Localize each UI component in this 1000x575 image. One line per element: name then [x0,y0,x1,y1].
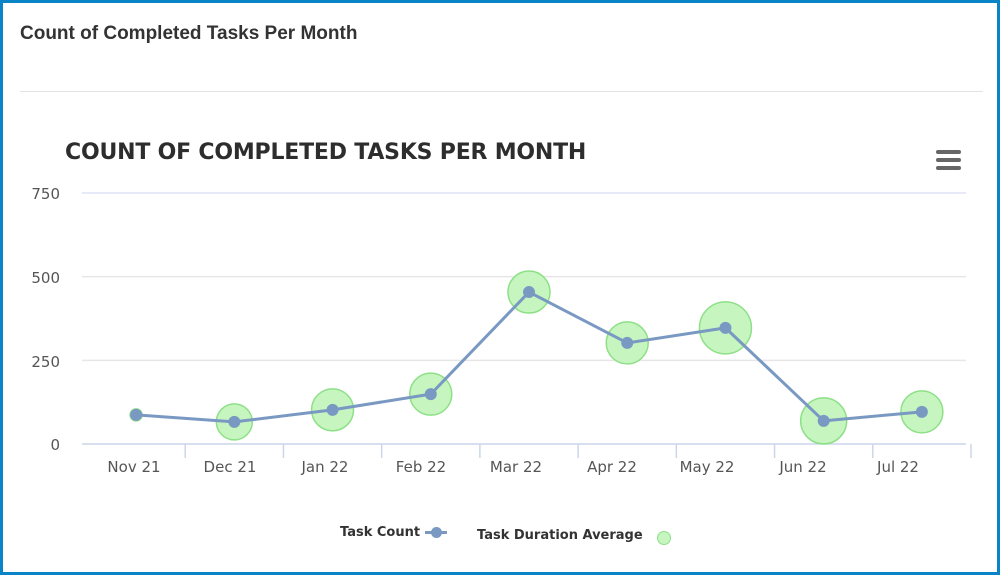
x-tick: Mar 22 [489,458,543,476]
x-tick: Jan 22 [301,458,349,476]
x-tick: Nov 21 [107,458,161,476]
legend-item-task-count[interactable]: Task Count [340,525,448,540]
hamburger-menu-icon [936,166,961,170]
line-point[interactable] [719,321,732,334]
y-tick: 750 [31,185,60,203]
line-point[interactable] [817,414,830,427]
hamburger-menu-icon [936,150,961,154]
divider [20,91,983,92]
x-tick: May 22 [679,458,735,476]
legend-item-task-duration-average[interactable]: Task Duration Average [477,525,671,545]
hamburger-menu-icon [936,158,961,162]
x-axis [184,444,972,458]
bubble-marker-icon [656,531,671,545]
chart-title: COUNT OF COMPLETED TASKS PER MONTH [65,140,587,165]
y-tick: 500 [31,269,60,287]
legend-label: Task Count [340,525,421,540]
line-point[interactable] [523,286,535,299]
line-point[interactable] [621,336,634,349]
chart-menu-button[interactable] [933,148,963,172]
line-point[interactable] [326,403,339,416]
x-tick: Jul 22 [877,458,919,476]
y-tick: 250 [31,353,60,371]
x-tick: Jun 22 [779,458,827,476]
line-point[interactable] [130,408,143,421]
legend-label: Task Duration Average [477,527,643,543]
line-point[interactable] [228,415,241,428]
line-point[interactable] [424,388,437,401]
panel-title: Count of Completed Tasks Per Month [20,23,358,44]
x-tick: Apr 22 [587,458,637,476]
line-point[interactable] [915,405,928,418]
line-marker-icon [425,527,448,538]
x-tick: Feb 22 [395,458,447,476]
y-tick: 0 [50,436,60,454]
task-count-series[interactable] [130,286,928,428]
x-tick: Dec 21 [203,458,257,476]
